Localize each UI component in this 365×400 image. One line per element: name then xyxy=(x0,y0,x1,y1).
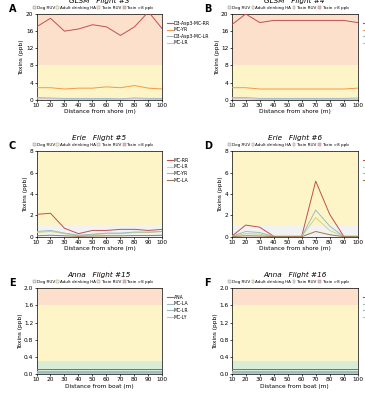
Text: F: F xyxy=(204,278,211,288)
X-axis label: Distance from shore (m): Distance from shore (m) xyxy=(64,109,135,114)
Legend: D3-Asp3-MC-RR, MC-YR, D3-Asp3-MC-LR, MC-LR: D3-Asp3-MC-RR, MC-YR, D3-Asp3-MC-LR, MC-… xyxy=(167,20,210,45)
Title: Erie   Flight #5: Erie Flight #5 xyxy=(72,135,127,141)
Legend: MC-RR, MC-LR, MC-YR, MC-LA: MC-RR, MC-LR, MC-YR, MC-LA xyxy=(167,158,189,182)
Bar xyxy=(232,306,358,361)
Bar xyxy=(36,361,162,374)
Y-axis label: Toxins (ppb): Toxins (ppb) xyxy=(218,176,223,212)
Y-axis label: Toxins (ppb): Toxins (ppb) xyxy=(18,313,23,349)
Bar xyxy=(232,226,358,237)
Y-axis label: Toxins (ppb): Toxins (ppb) xyxy=(215,39,220,75)
Y-axis label: Toxins (ppb): Toxins (ppb) xyxy=(213,313,218,349)
Bar xyxy=(232,288,358,306)
Title: Anna   Flight #16: Anna Flight #16 xyxy=(263,272,326,278)
Bar xyxy=(36,288,162,306)
X-axis label: Distance from shore (m): Distance from shore (m) xyxy=(259,109,331,114)
Bar xyxy=(232,151,358,226)
Text: E: E xyxy=(9,278,15,288)
X-axis label: Distance from boat (m): Distance from boat (m) xyxy=(260,384,329,388)
Bar xyxy=(232,361,358,374)
Text: C: C xyxy=(9,141,16,151)
Bar xyxy=(36,14,162,66)
Bar xyxy=(36,66,162,100)
X-axis label: Distance from shore (m): Distance from shore (m) xyxy=(64,246,135,252)
Legend: ANA, MC-LA, MC-LR, MC-LY: ANA, MC-LA, MC-LR, MC-LY xyxy=(167,295,188,320)
Title: GLSM   Flight #3: GLSM Flight #3 xyxy=(69,0,130,4)
Y-axis label: Toxins (ppb): Toxins (ppb) xyxy=(23,176,28,212)
X-axis label: Distance from boat (m): Distance from boat (m) xyxy=(65,384,134,388)
Bar xyxy=(36,306,162,361)
Text: B: B xyxy=(204,4,211,14)
Text: A: A xyxy=(9,4,16,14)
Y-axis label: Toxins (ppb): Toxins (ppb) xyxy=(19,39,24,75)
Bar xyxy=(232,14,358,66)
Bar xyxy=(36,151,162,226)
Legend: MC-RR, MC-LR, MC-YR, MC-LA: MC-RR, MC-LR, MC-YR, MC-LA xyxy=(362,158,365,182)
Title: Erie   Flight #6: Erie Flight #6 xyxy=(268,135,322,141)
Text: D: D xyxy=(204,141,212,151)
Legend: ANA, MC-LA, MC-LR, MC-LY: ANA, MC-LA, MC-LR, MC-LY xyxy=(362,295,365,320)
Bar xyxy=(232,66,358,100)
Legend: D3-Asp3-MC-RR, MC-YR, D3-Asp3-MC-LR, MC-LR: D3-Asp3-MC-RR, MC-YR, D3-Asp3-MC-LR, MC-… xyxy=(362,20,365,45)
X-axis label: Distance from shore (m): Distance from shore (m) xyxy=(259,246,331,252)
Title: GLSM   Flight #4: GLSM Flight #4 xyxy=(265,0,325,4)
Title: Anna   Flight #15: Anna Flight #15 xyxy=(68,272,131,278)
Bar xyxy=(36,226,162,237)
